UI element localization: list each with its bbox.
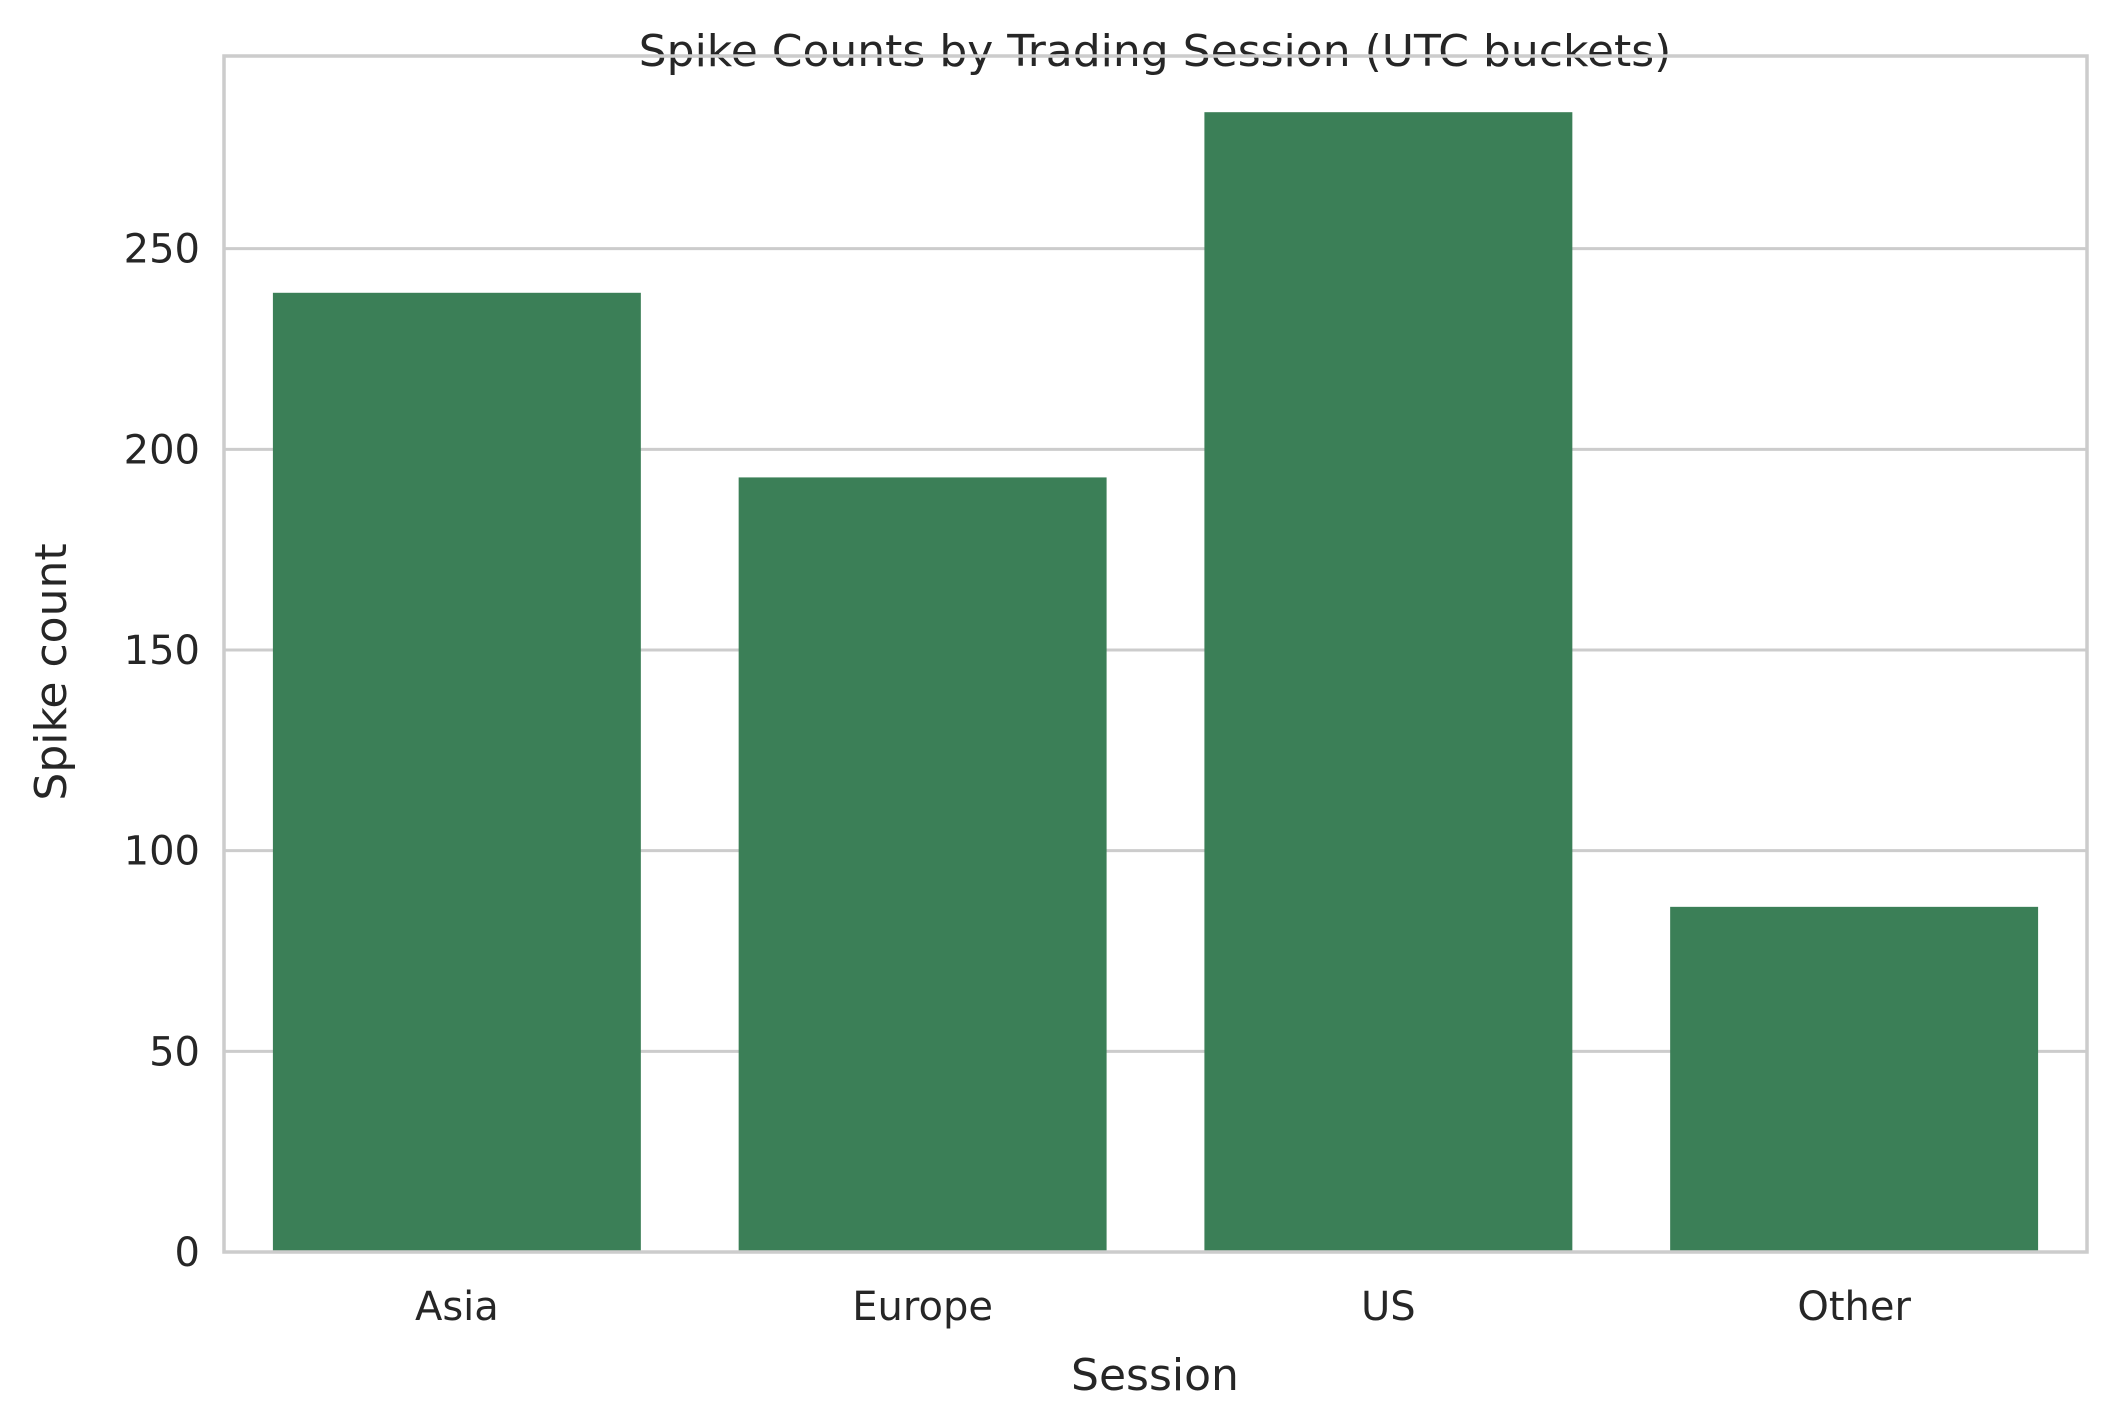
x-tick-labels: Asia Europe US Other bbox=[415, 1284, 1912, 1330]
bars bbox=[272, 112, 2039, 1253]
y-tick-labels: 0 50 100 150 200 250 bbox=[124, 227, 200, 1276]
y-tick-label: 250 bbox=[124, 227, 200, 273]
chart-title: Spike Counts by Trading Session (UTC buc… bbox=[639, 26, 1672, 77]
plot-frame bbox=[222, 54, 2089, 1254]
y-tick-label: 200 bbox=[124, 427, 200, 473]
y-axis-label: Spike count bbox=[26, 543, 77, 800]
y-tick-label: 100 bbox=[124, 829, 200, 875]
x-axis-label: Session bbox=[1071, 1350, 1239, 1401]
bar-asia bbox=[272, 292, 641, 1252]
x-tick-label: Asia bbox=[415, 1284, 499, 1330]
x-tick-label: US bbox=[1361, 1284, 1416, 1330]
y-tick-label: 50 bbox=[149, 1029, 200, 1075]
y-tick-label: 0 bbox=[175, 1230, 200, 1276]
x-tick-label: Other bbox=[1797, 1284, 1911, 1330]
x-tick-label: Europe bbox=[852, 1284, 993, 1330]
bar-us bbox=[1204, 112, 1573, 1253]
bar-europe bbox=[738, 477, 1107, 1252]
bar-other bbox=[1670, 906, 2039, 1252]
y-tick-label: 150 bbox=[124, 628, 200, 674]
